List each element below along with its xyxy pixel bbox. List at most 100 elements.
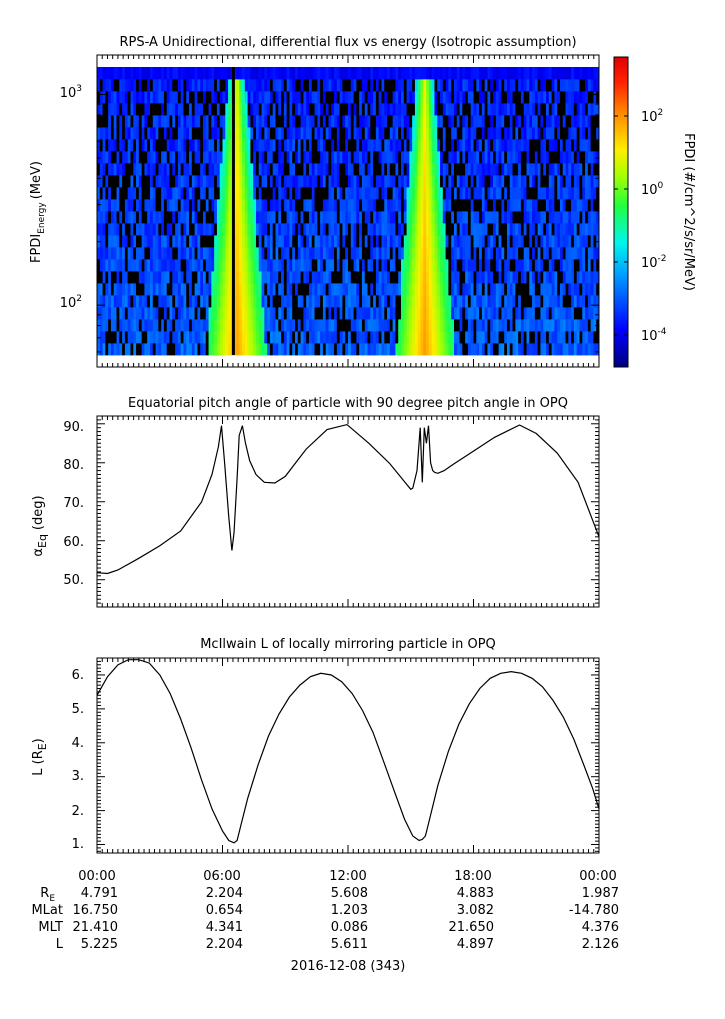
heatmap-cell — [267, 211, 271, 224]
heatmap-cell — [470, 223, 474, 236]
heatmap-cell — [200, 151, 204, 164]
heatmap-cell — [122, 211, 126, 224]
heatmap-cell — [183, 163, 187, 176]
heatmap-cell — [295, 211, 299, 224]
heatmap-cell — [498, 187, 502, 200]
heatmap-cell — [166, 271, 170, 284]
heatmap-cell — [269, 331, 274, 344]
heatmap-cell — [373, 223, 377, 236]
heatmap-cell — [476, 187, 480, 200]
heatmap-cell — [518, 127, 522, 140]
heatmap-cell — [161, 283, 165, 296]
heatmap-cell — [242, 67, 246, 80]
heatmap-cell — [445, 67, 449, 80]
heatmap-cell — [509, 79, 513, 92]
heatmap-cell — [523, 79, 527, 92]
heatmap-cell — [172, 199, 176, 212]
heatmap-cell — [208, 67, 212, 80]
heatmap-cell — [303, 199, 307, 212]
heatmap-cell — [258, 235, 262, 248]
heatmap-cell — [395, 139, 399, 152]
heatmap-cell — [155, 331, 159, 344]
heatmap-cell — [219, 199, 223, 212]
heatmap-cell — [587, 67, 592, 80]
heatmap-cell — [361, 175, 366, 188]
heatmap-cell — [414, 139, 419, 152]
heatmap-cell — [281, 211, 285, 224]
heatmap-cell — [289, 343, 293, 356]
heatmap-cell — [345, 187, 349, 200]
heatmap-cell — [189, 127, 193, 140]
heatmap-cell — [286, 343, 290, 356]
heatmap-cell — [442, 223, 447, 236]
heatmap-cell — [281, 163, 285, 176]
heatmap-cell — [311, 175, 315, 188]
heatmap-cell — [548, 343, 552, 356]
heatmap-cell — [189, 151, 193, 164]
heatmap-cell — [532, 343, 536, 356]
heatmap-cell — [359, 199, 363, 212]
heatmap-cell — [322, 127, 327, 140]
heatmap-cell — [183, 127, 187, 140]
heatmap-cell — [495, 175, 499, 188]
heatmap-cell — [462, 199, 466, 212]
heatmap-cell — [520, 259, 525, 272]
heatmap-cell — [194, 235, 198, 248]
heatmap-cell — [554, 175, 558, 188]
heatmap-cell — [387, 247, 391, 260]
heatmap-cell — [225, 187, 229, 200]
heatmap-cell — [361, 79, 366, 92]
heatmap-cell — [426, 127, 430, 140]
heatmap-cell — [113, 115, 117, 128]
heatmap-cell — [389, 259, 394, 272]
heatmap-cell — [400, 91, 405, 104]
heatmap-cell — [336, 103, 341, 116]
heatmap-cell — [189, 91, 193, 104]
heatmap-cell — [520, 271, 525, 284]
heatmap-cell — [300, 223, 304, 236]
heatmap-cell — [593, 91, 597, 104]
heatmap-cell — [306, 151, 310, 164]
heatmap-cell — [479, 103, 483, 116]
heatmap-cell — [442, 319, 447, 332]
heatmap-cell — [136, 235, 140, 248]
heatmap-cell — [306, 79, 310, 92]
heatmap-cell — [384, 163, 388, 176]
heatmap-cell — [202, 343, 207, 356]
heatmap-cell — [554, 163, 558, 176]
heatmap-cell — [529, 211, 533, 224]
heatmap-cell — [166, 331, 170, 344]
heatmap-cell — [568, 91, 572, 104]
heatmap-cell — [345, 175, 349, 188]
heatmap-cell — [512, 103, 516, 116]
heatmap-cell — [548, 331, 552, 344]
heatmap-cell — [158, 319, 162, 332]
heatmap-cell — [375, 331, 380, 344]
heatmap-cell — [593, 331, 597, 344]
heatmap-cell — [534, 319, 539, 332]
heatmap-cell — [113, 271, 117, 284]
heatmap-cell — [392, 67, 396, 80]
heatmap-cell — [484, 139, 488, 152]
heatmap-cell — [166, 187, 170, 200]
heatmap-cell — [278, 295, 282, 308]
heatmap-cell — [412, 163, 416, 176]
heatmap-cell — [303, 259, 307, 272]
heatmap-cell — [437, 67, 441, 80]
heatmap-cell — [568, 79, 572, 92]
heatmap-cell — [258, 283, 262, 296]
heatmap-cell — [328, 163, 332, 176]
heatmap-cell — [197, 211, 201, 224]
heatmap-cell — [403, 307, 407, 320]
heatmap-cell — [381, 67, 385, 80]
heatmap-cell — [573, 115, 578, 128]
heatmap-cell — [325, 127, 329, 140]
heatmap-cell — [359, 115, 363, 128]
heatmap-cell — [172, 343, 176, 356]
heatmap-cell — [481, 319, 486, 332]
heatmap-cell — [590, 331, 594, 344]
heatmap-cell — [495, 295, 499, 308]
heatmap-cell — [582, 319, 586, 332]
heatmap-cell — [303, 223, 307, 236]
